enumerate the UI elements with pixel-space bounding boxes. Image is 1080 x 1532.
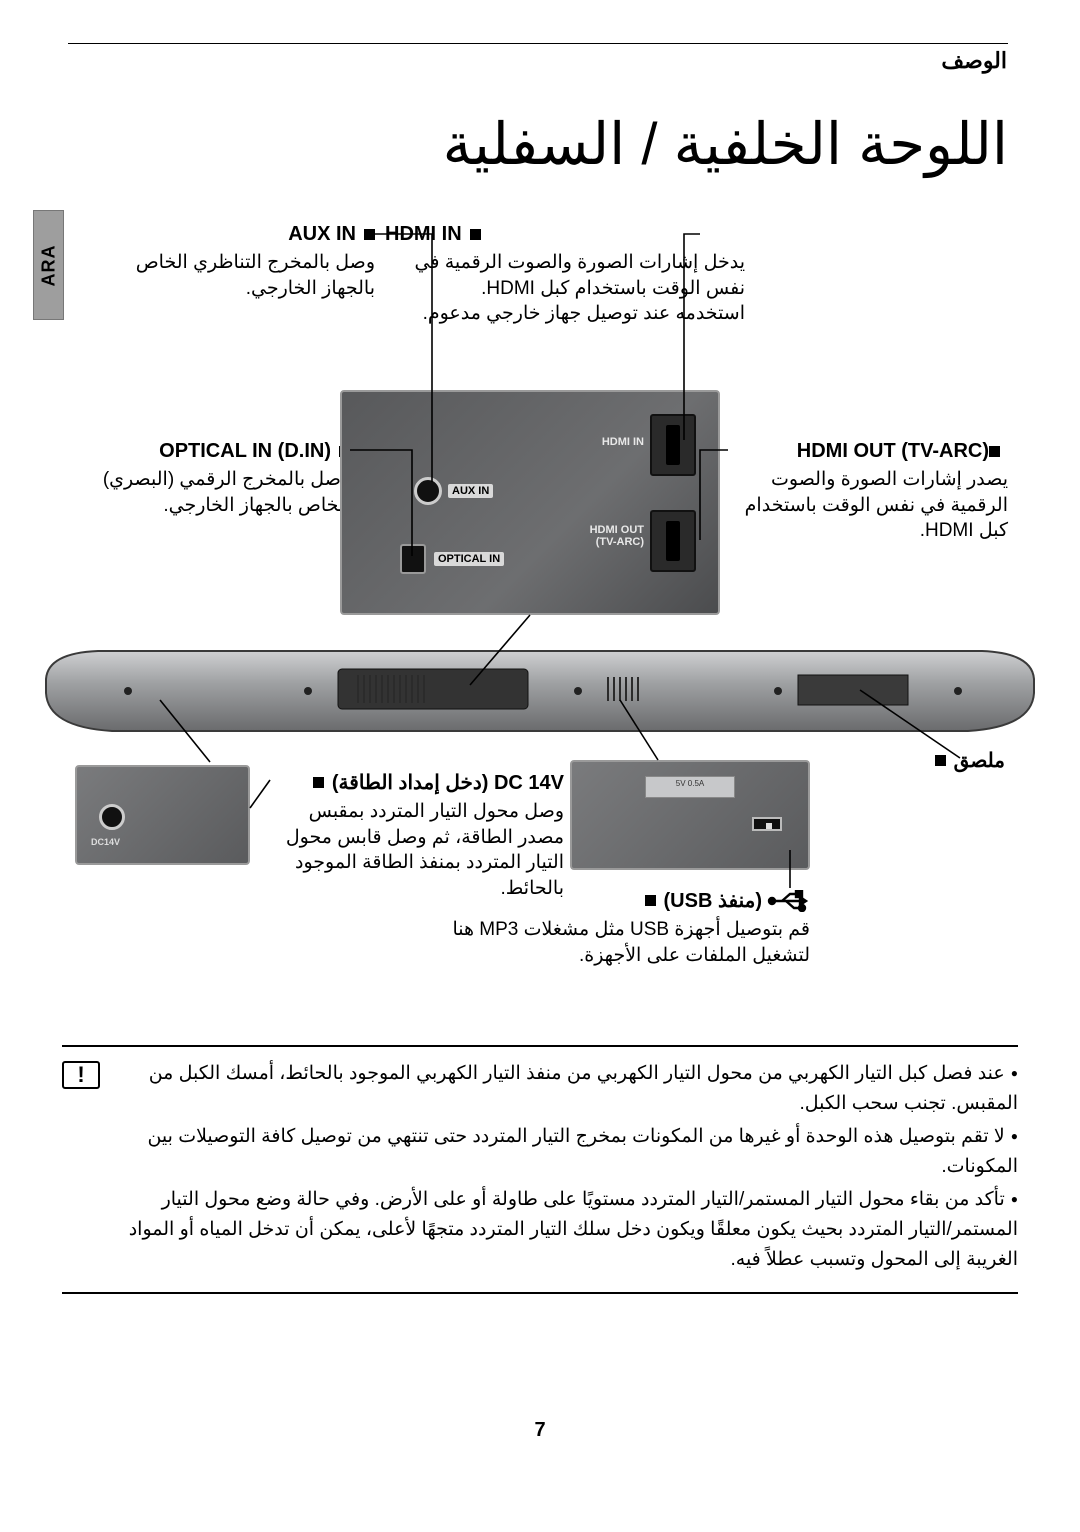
usb-closeup: 5V 0.5A — [570, 760, 810, 870]
hdmi-in-port — [650, 414, 696, 476]
notes-list: عند فصل كبل التيار الكهربي من محول التيا… — [106, 1059, 1018, 1278]
hdmi-in-desc: يدخل إشارات الصورة والصوت الرقمية في نفس… — [385, 250, 745, 327]
aux-in-heading: AUX IN — [288, 223, 356, 246]
side-tab-label: ARA — [38, 244, 59, 286]
hdmi-out-port — [650, 510, 696, 572]
bullet-square — [989, 446, 1000, 457]
optical-in-desc: وصل بالمخرج الرقمي (البصري) الخاص بالجها… — [75, 467, 350, 518]
soundbar-illustration — [38, 635, 1042, 745]
note-item: لا تقم بتوصيل هذه الوحدة أو غيرها من الم… — [106, 1122, 1018, 1183]
dc14v-desc: وصل محول التيار المتردد بمقبس مصدر الطاق… — [264, 799, 564, 902]
bullet-square — [313, 777, 324, 788]
usb-port — [752, 817, 782, 831]
usb-desc: قم بتوصيل أجهزة USB مثل مشغلات MP3 هنا ل… — [430, 917, 810, 968]
optical-in-inner-label: OPTICAL IN — [434, 552, 504, 566]
service-label: 5V 0.5A — [645, 776, 735, 798]
rear-panel-closeup: HDMI IN HDMI OUT (TV-ARC) AUX IN OPTICAL… — [340, 390, 720, 615]
hdmi-out-heading: HDMI OUT (TV-ARC) — [797, 440, 989, 463]
aux-in-port — [414, 477, 442, 505]
hdmi-out-label: HDMI OUT (TV-ARC) يصدر إشارات الصورة وال… — [738, 440, 1008, 544]
header-category: الوصف — [941, 48, 1007, 74]
optical-in-port — [400, 544, 426, 574]
optical-in-label: OPTICAL IN (D.IN) وصل بالمخرج الرقمي (ال… — [75, 440, 350, 518]
header-rule — [68, 43, 1008, 44]
hdmi-in-heading: HDMI IN — [385, 223, 462, 246]
aux-in-inner-label: AUX IN — [448, 484, 493, 498]
usb-label: (منفذ USB) قم بتوصيل أجهزة USB مثل مشغلا… — [430, 888, 810, 968]
dc14v-port — [99, 804, 125, 830]
hdmi-out-desc: يصدر إشارات الصورة والصوت الرقمية في نفس… — [738, 467, 1008, 544]
bullet-square — [645, 895, 656, 906]
bullet-square — [470, 229, 481, 240]
service-rating: 5V 0.5A — [676, 779, 704, 788]
dc-jack-closeup: DC14V — [75, 765, 250, 865]
caution-icon: ! — [62, 1061, 100, 1089]
dc14v-label: DC 14V (دخل إمداد الطاقة) وصل محول التيا… — [264, 770, 564, 902]
page-number: 7 — [0, 1419, 1080, 1442]
hdmi-in-label: HDMI IN يدخل إشارات الصورة والصوت الرقمي… — [385, 223, 745, 327]
bullet-square — [935, 755, 946, 766]
sticker-heading: ملصق — [954, 748, 1005, 773]
dc14v-heading: DC 14V (دخل إمداد الطاقة) — [332, 770, 564, 795]
bullet-square — [364, 229, 375, 240]
sticker-label: ملصق — [935, 748, 1005, 773]
hdmi-in-inner-label: HDMI IN — [602, 436, 644, 448]
dc14v-inner-label: DC14V — [91, 837, 120, 847]
page-title: اللوحة الخلفية / السفلية — [443, 110, 1008, 178]
note-item: تأكد من بقاء محول التيار المستمر/التيار … — [106, 1185, 1018, 1276]
hdmi-out-inner-label: HDMI OUT (TV-ARC) — [590, 524, 644, 548]
side-tab: ARA — [33, 210, 64, 320]
usb-icon — [766, 890, 810, 912]
notes-box: ! عند فصل كبل التيار الكهربي من محول الت… — [62, 1045, 1018, 1294]
aux-in-desc: وصل بالمخرج التناظري الخاص بالجهاز الخار… — [105, 250, 375, 301]
usb-heading: (منفذ USB) — [664, 888, 763, 913]
note-item: عند فصل كبل التيار الكهربي من محول التيا… — [106, 1059, 1018, 1120]
aux-in-label: AUX IN وصل بالمخرج التناظري الخاص بالجها… — [105, 223, 375, 301]
optical-in-heading: OPTICAL IN (D.IN) — [159, 440, 331, 463]
